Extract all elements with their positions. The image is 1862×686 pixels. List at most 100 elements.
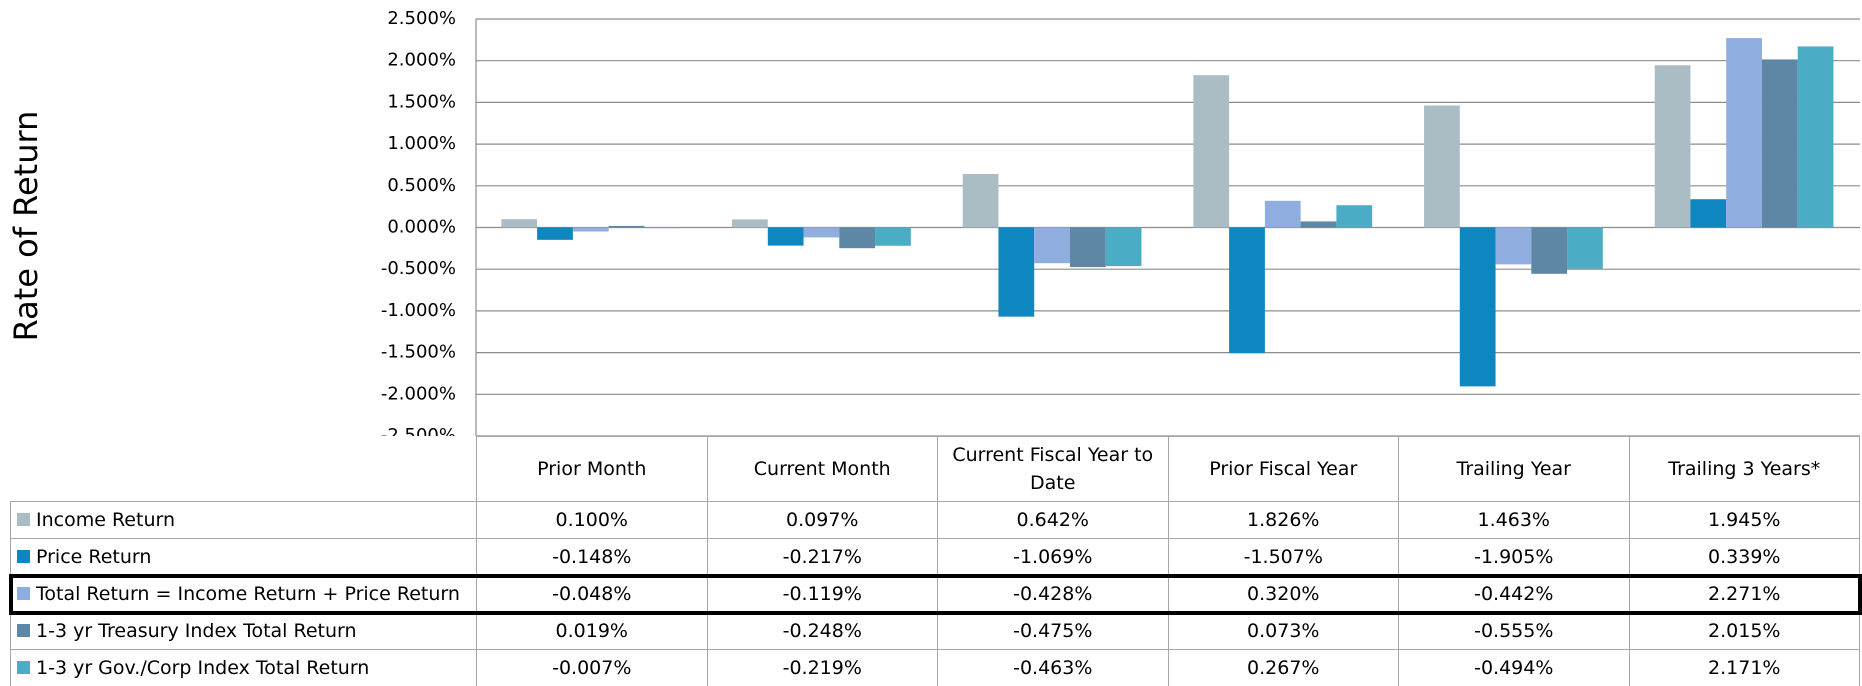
data-table: Prior Month Current Month Current Fiscal Y… bbox=[8, 436, 1862, 686]
legend-swatch bbox=[17, 550, 30, 563]
value-label: 0.073% bbox=[1167, 612, 1399, 650]
bar bbox=[644, 227, 681, 229]
category-label: Prior Month bbox=[476, 436, 708, 502]
bar bbox=[1797, 46, 1834, 228]
legend-swatch bbox=[17, 587, 30, 600]
y-tick-label: -1.000% bbox=[381, 300, 456, 321]
value-label: -0.219% bbox=[706, 649, 938, 686]
bar bbox=[501, 219, 538, 228]
value-label: -0.248% bbox=[706, 612, 938, 650]
value-label: -0.475% bbox=[937, 612, 1169, 650]
y-tick-label: 1.000% bbox=[387, 133, 456, 154]
legend-swatch bbox=[17, 661, 30, 674]
value-label: 2.271% bbox=[1628, 575, 1860, 613]
legend-swatch bbox=[17, 513, 30, 526]
bar bbox=[1567, 227, 1603, 269]
legend-swatch bbox=[17, 624, 30, 637]
bar bbox=[1761, 59, 1798, 228]
value-label: 2.171% bbox=[1628, 649, 1860, 686]
bar bbox=[998, 227, 1035, 317]
legend-label: Price Return bbox=[36, 546, 152, 568]
y-tick-label: 2.000% bbox=[387, 50, 456, 71]
category-label: Current Fiscal Year to Date bbox=[937, 436, 1169, 502]
bar bbox=[1336, 205, 1373, 228]
value-label: 0.320% bbox=[1167, 575, 1399, 613]
bar bbox=[767, 227, 804, 246]
series-row: Price Return -0.148% -0.217% -1.069% -1.507%… bbox=[10, 538, 1860, 576]
value-label: 1.463% bbox=[1398, 501, 1630, 539]
bar bbox=[1300, 221, 1337, 228]
y-axis-title: Rate of Return bbox=[7, 111, 45, 342]
bar bbox=[962, 173, 999, 228]
bar bbox=[608, 225, 645, 228]
bar bbox=[537, 227, 573, 240]
value-label: -0.148% bbox=[476, 538, 708, 576]
bar bbox=[1069, 227, 1106, 268]
value-label: 2.015% bbox=[1628, 612, 1860, 650]
series-row: 1-3 yr Gov./Corp Index Total Return -0.00… bbox=[10, 649, 1860, 686]
bar bbox=[803, 227, 840, 238]
y-tick-label: -1.500% bbox=[381, 342, 456, 363]
bar bbox=[1034, 227, 1070, 264]
bar bbox=[1264, 200, 1301, 228]
chart: Rate of Return -2.500% -2.000% -1.500% -1.0… bbox=[7, 8, 1860, 436]
category-label: Trailing 3 Years* bbox=[1628, 436, 1860, 502]
bar bbox=[1193, 75, 1230, 228]
value-label: 1.826% bbox=[1167, 501, 1399, 539]
value-label: -0.217% bbox=[706, 538, 938, 576]
value-label: -1.507% bbox=[1167, 538, 1399, 576]
bar bbox=[572, 227, 609, 232]
legend-label: Total Return = Income Return + Price Ret… bbox=[36, 583, 460, 605]
category-label: Trailing Year bbox=[1398, 436, 1630, 502]
legend-label: 1-3 yr Gov./Corp Index Total Return bbox=[36, 657, 370, 679]
value-label: 1.945% bbox=[1628, 501, 1860, 539]
bar bbox=[1495, 227, 1532, 265]
legend-cell: Price Return bbox=[10, 538, 477, 576]
y-tick-label: -2.000% bbox=[381, 383, 456, 404]
bar bbox=[1229, 227, 1265, 354]
legend-label: Income Return bbox=[36, 509, 176, 531]
bar bbox=[875, 227, 911, 246]
corner-cell bbox=[10, 436, 477, 502]
legend-label: 1-3 yr Treasury Index Total Return bbox=[36, 620, 357, 642]
series-row: Total Return = Income Return + Price Ret… bbox=[8, 573, 1862, 615]
value-label: -1.905% bbox=[1398, 538, 1630, 576]
value-label: -0.048% bbox=[476, 575, 708, 613]
value-label: -0.119% bbox=[706, 575, 938, 613]
legend-cell: Total Return = Income Return + Price Ret… bbox=[10, 575, 477, 613]
value-label: -0.428% bbox=[937, 575, 1169, 613]
bar bbox=[1424, 105, 1460, 228]
bar bbox=[1459, 227, 1496, 387]
legend-cell: Income Return bbox=[10, 501, 477, 539]
y-tick-label: -2.500% bbox=[381, 425, 456, 436]
value-label: 0.339% bbox=[1628, 538, 1860, 576]
value-label: 0.267% bbox=[1167, 649, 1399, 686]
category-label: Current Month bbox=[706, 436, 938, 502]
y-tick-label: 0.000% bbox=[387, 217, 456, 238]
value-label: 0.097% bbox=[706, 501, 938, 539]
value-label: 0.100% bbox=[476, 501, 708, 539]
legend-cell: 1-3 yr Treasury Index Total Return bbox=[10, 612, 477, 650]
y-tick-label: 2.500% bbox=[387, 8, 456, 29]
category-label: Prior Fiscal Year bbox=[1167, 436, 1399, 502]
bar bbox=[1690, 199, 1727, 228]
y-tick-label: 0.500% bbox=[387, 175, 456, 196]
bar bbox=[1531, 227, 1568, 274]
bar bbox=[1654, 65, 1691, 228]
value-label: -0.494% bbox=[1398, 649, 1630, 686]
bar bbox=[1105, 227, 1142, 267]
value-label: -0.463% bbox=[937, 649, 1169, 686]
header-row: Prior Month Current Month Current Fiscal Y… bbox=[10, 436, 1860, 502]
bar bbox=[732, 219, 768, 228]
series-row: 1-3 yr Treasury Index Total Return 0.019%… bbox=[10, 612, 1860, 650]
legend-cell: 1-3 yr Gov./Corp Index Total Return bbox=[10, 649, 477, 686]
value-label: -1.069% bbox=[937, 538, 1169, 576]
value-label: -0.555% bbox=[1398, 612, 1630, 650]
value-label: 0.642% bbox=[937, 501, 1169, 539]
bar bbox=[839, 227, 876, 249]
series-row: Income Return 0.100% 0.097% 0.642% 1.826% 1.4… bbox=[10, 501, 1860, 539]
y-tick-label: 1.500% bbox=[387, 91, 456, 112]
value-label: -0.442% bbox=[1398, 575, 1630, 613]
value-label: 0.019% bbox=[476, 612, 708, 650]
